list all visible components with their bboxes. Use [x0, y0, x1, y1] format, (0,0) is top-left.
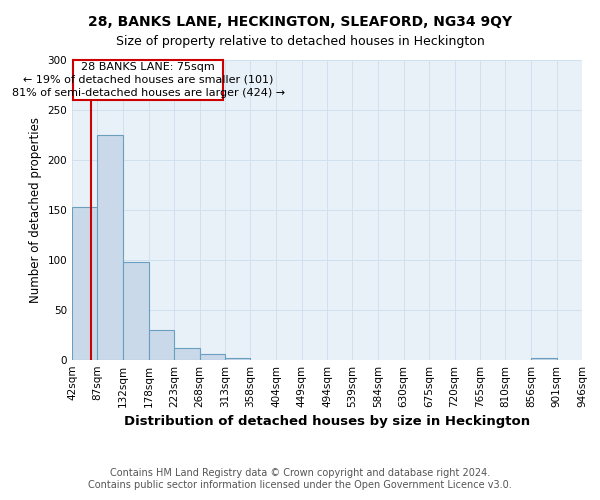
Bar: [174, 348, 200, 360]
Text: 28, BANKS LANE, HECKINGTON, SLEAFORD, NG34 9QY: 28, BANKS LANE, HECKINGTON, SLEAFORD, NG…: [88, 15, 512, 29]
Bar: [199, 354, 225, 360]
Text: 28 BANKS LANE: 75sqm: 28 BANKS LANE: 75sqm: [81, 62, 215, 72]
X-axis label: Distribution of detached houses by size in Heckington: Distribution of detached houses by size …: [124, 416, 530, 428]
Bar: [97, 135, 123, 360]
Text: ← 19% of detached houses are smaller (101): ← 19% of detached houses are smaller (10…: [23, 75, 274, 85]
Bar: [72, 207, 97, 360]
Bar: [531, 358, 557, 360]
Text: 81% of semi-detached houses are larger (424) →: 81% of semi-detached houses are larger (…: [11, 88, 285, 99]
Bar: [149, 330, 174, 360]
Text: Size of property relative to detached houses in Heckington: Size of property relative to detached ho…: [116, 35, 484, 48]
Text: Contains HM Land Registry data © Crown copyright and database right 2024.
Contai: Contains HM Land Registry data © Crown c…: [88, 468, 512, 490]
Bar: [225, 358, 250, 360]
Bar: [123, 262, 149, 360]
Y-axis label: Number of detached properties: Number of detached properties: [29, 117, 42, 303]
FancyBboxPatch shape: [73, 60, 223, 100]
